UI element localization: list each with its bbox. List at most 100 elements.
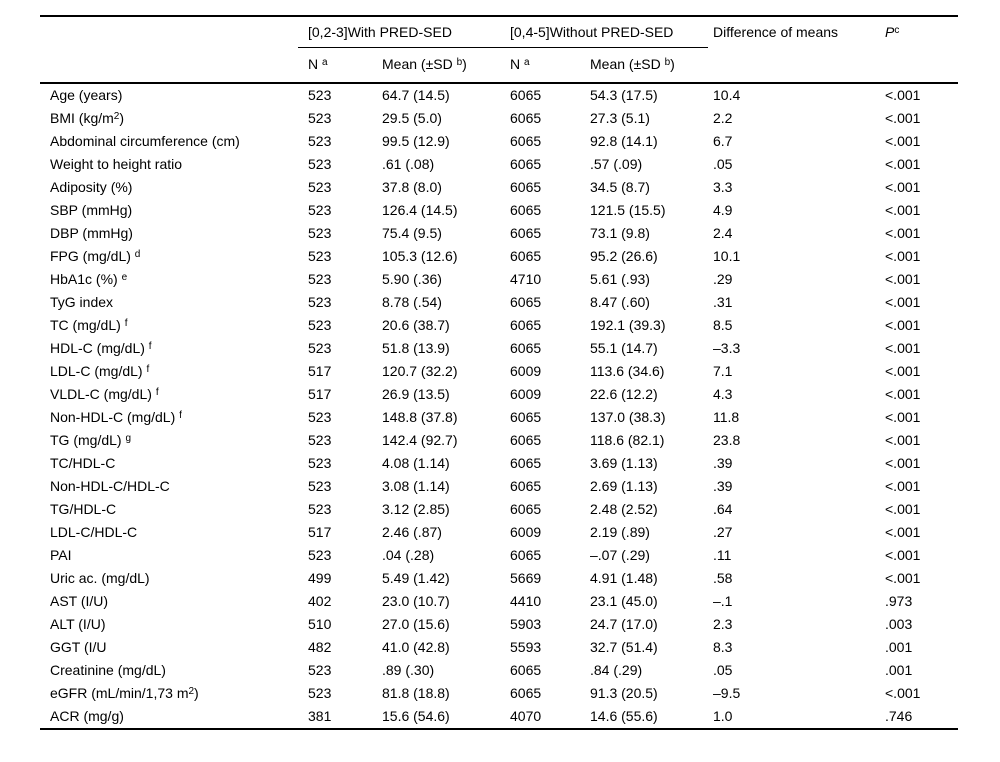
n-group1-cell: 381 <box>308 708 332 724</box>
n-group1-cell: 523 <box>308 409 332 425</box>
mean-group1-cell: 20.6 (38.7) <box>382 317 450 333</box>
table-row: GGT (I/U 482 41.0 (42.8) 5593 32.7 (51.4) 8.3… <box>40 636 958 659</box>
mean-group2-cell: 22.6 (12.2) <box>590 386 658 402</box>
p-value-cell: <.001 <box>885 455 921 471</box>
difference-cell: 11.8 <box>713 409 740 425</box>
table-row: HDL-C (mg/dL) f 523 51.8 (13.9) 6065 55.1 (1… <box>40 337 958 360</box>
p-value-cell: <.001 <box>885 110 921 126</box>
mean-group2-cell: 14.6 (55.6) <box>590 708 658 724</box>
table-row: SBP (mmHg) 523 126.4 (14.5) 6065 121.5 (15.5… <box>40 199 958 222</box>
mean-group2-cell: 55.1 (14.7) <box>590 340 658 356</box>
difference-cell: .31 <box>713 294 733 310</box>
label-footnote-marker: 2 <box>113 110 120 122</box>
n-group1-cell: 523 <box>308 501 332 517</box>
mean-group2-cell: 5.61 (.93) <box>590 271 650 287</box>
row-label: FPG (mg/dL) d <box>50 248 141 264</box>
mean-group1-cell: 26.9 (13.5) <box>382 386 450 402</box>
label-footnote-marker: g <box>125 432 132 444</box>
col-header-n-group2: N a <box>510 56 530 72</box>
mean-group2-cell: 24.7 (17.0) <box>590 616 658 632</box>
mean-group1-cell: 51.8 (13.9) <box>382 340 450 356</box>
p-value-cell: <.001 <box>885 524 921 540</box>
row-label: PAI <box>50 547 72 563</box>
row-label: VLDL-C (mg/dL) f <box>50 386 159 402</box>
mean-group1-cell: 81.8 (18.8) <box>382 685 450 701</box>
p-value-cell: <.001 <box>885 294 921 310</box>
n-group2-cell: 6065 <box>510 248 542 264</box>
difference-cell: 4.3 <box>713 386 733 402</box>
table-row: FPG (mg/dL) d 523 105.3 (12.6) 6065 95.2 (26… <box>40 245 958 268</box>
mean-group1-cell: 99.5 (12.9) <box>382 133 450 149</box>
n-group2-cell: 6065 <box>510 409 542 425</box>
header-spacer <box>40 47 308 82</box>
p-value-cell: <.001 <box>885 133 921 149</box>
row-label: GGT (I/U <box>50 639 107 655</box>
table-row: Abdominal circumference (cm) 523 99.5 (12.… <box>40 130 958 153</box>
table-row: AST (I/U) 402 23.0 (10.7) 4410 23.1 (45.0) –.… <box>40 590 958 613</box>
row-label: Adiposity (%) <box>50 179 133 195</box>
mean-group2-cell: 32.7 (51.4) <box>590 639 658 655</box>
difference-cell: 6.7 <box>713 133 733 149</box>
table-row: Non-HDL-C/HDL-C 523 3.08 (1.14) 6065 2.69 (1… <box>40 475 958 498</box>
mean-group1-cell: 27.0 (15.6) <box>382 616 450 632</box>
row-label: LDL-C/HDL-C <box>50 524 138 540</box>
n-group2-cell: 4070 <box>510 708 542 724</box>
table-top-rule <box>40 15 958 17</box>
difference-cell: .05 <box>713 156 733 172</box>
difference-cell: –3.3 <box>713 340 741 356</box>
mean-group1-cell: .89 (.30) <box>382 662 435 678</box>
mean-group1-cell: 75.4 (9.5) <box>382 225 442 241</box>
n-group1-cell: 402 <box>308 593 332 609</box>
n-group1-cell: 523 <box>308 133 332 149</box>
p-value-cell: <.001 <box>885 271 921 287</box>
table-row: ACR (mg/g) 381 15.6 (54.6) 4070 14.6 (55.6) 1… <box>40 705 958 728</box>
table-row: Age (years) 523 64.7 (14.5) 6065 54.3 (17.5)… <box>40 84 958 107</box>
difference-cell: .39 <box>713 478 733 494</box>
table-row: VLDL-C (mg/dL) f 517 26.9 (13.5) 6009 22.6 (… <box>40 383 958 406</box>
mean-group2-cell: 73.1 (9.8) <box>590 225 650 241</box>
p-value-cell: <.001 <box>885 248 921 264</box>
difference-cell: 23.8 <box>713 432 741 448</box>
mean-group2-cell: 113.6 (34.6) <box>590 363 665 379</box>
mean-group1-cell: 64.7 (14.5) <box>382 87 450 103</box>
n-group2-cell: 6065 <box>510 478 542 494</box>
n-footnote-marker: a <box>524 56 530 68</box>
n-group1-cell: 523 <box>308 478 332 494</box>
col-header-n-group1: N a <box>308 56 328 72</box>
table-row: Non-HDL-C (mg/dL) f 523 148.8 (37.8) 6065 13… <box>40 406 958 429</box>
p-footnote-marker: c <box>894 24 900 36</box>
difference-cell: 2.3 <box>713 616 733 632</box>
n-group1-cell: 517 <box>308 386 332 402</box>
n-group1-cell: 523 <box>308 225 332 241</box>
table-row: eGFR (mL/min/1,73 m2) 523 81.8 (18.8) 6065 9… <box>40 682 958 705</box>
p-value-cell: .003 <box>885 616 913 632</box>
n-group1-cell: 482 <box>308 639 332 655</box>
mean-group1-cell: 29.5 (5.0) <box>382 110 442 126</box>
difference-cell: 3.3 <box>713 179 733 195</box>
p-value-cell: <.001 <box>885 409 921 425</box>
table-body: Age (years) 523 64.7 (14.5) 6065 54.3 (17.5)… <box>40 84 958 728</box>
mean-group1-cell: 120.7 (32.2) <box>382 363 458 379</box>
n-group2-cell: 6065 <box>510 501 542 517</box>
n-group1-cell: 523 <box>308 110 332 126</box>
label-footnote-marker: f <box>124 317 128 329</box>
n-group1-cell: 523 <box>308 455 332 471</box>
mean-group2-cell: 4.91 (1.48) <box>590 570 658 586</box>
mean-group2-cell: 2.48 (2.52) <box>590 501 658 517</box>
n-group1-cell: 523 <box>308 662 332 678</box>
row-label: TC (mg/dL) f <box>50 317 128 333</box>
p-value-cell: <.001 <box>885 340 921 356</box>
p-value-cell: <.001 <box>885 501 921 517</box>
difference-cell: .27 <box>713 524 733 540</box>
table-header-groups: [0,2-3]With PRED-SED [0,4-5]Without PRED… <box>40 17 958 47</box>
difference-cell: 7.1 <box>713 363 733 379</box>
p-value-cell: <.001 <box>885 547 921 563</box>
p-value-cell: .001 <box>885 639 913 655</box>
table-row: TyG index 523 8.78 (.54) 6065 8.47 (.60) .31 <… <box>40 291 958 314</box>
mean-group2-cell: 2.19 (.89) <box>590 524 650 540</box>
label-footnote-marker: e <box>121 271 128 283</box>
mean-group2-cell: 54.3 (17.5) <box>590 87 658 103</box>
row-label: TyG index <box>50 294 114 310</box>
header-spacer <box>885 47 958 82</box>
n-group2-cell: 6065 <box>510 225 542 241</box>
